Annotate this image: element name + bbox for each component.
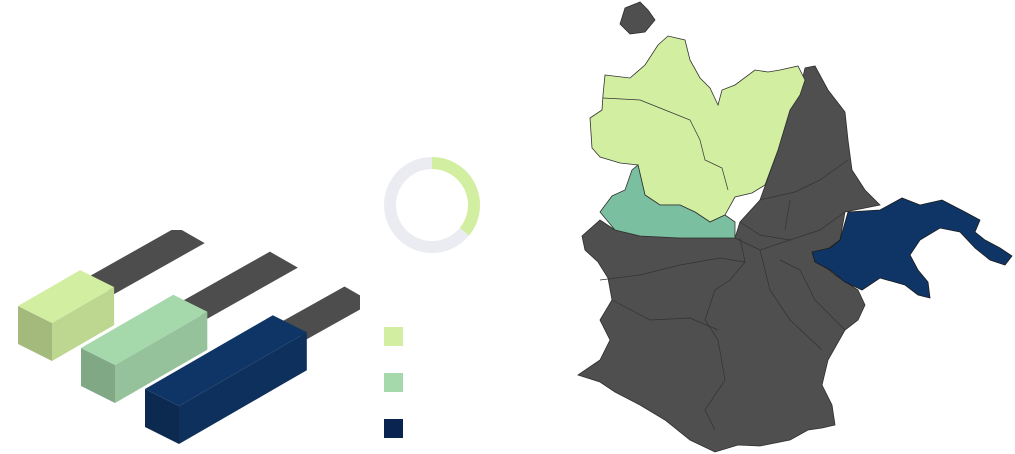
donut-slice-1: [431, 157, 480, 236]
isometric-bar-chart: [18, 230, 360, 444]
bar-side-3: [179, 332, 307, 444]
bar-end-2: [81, 348, 115, 403]
bar-top-1: [18, 270, 115, 323]
map-region-islet: [619, 1, 656, 35]
bar-end-3: [145, 389, 179, 444]
map-district-borders: [599, 97, 849, 431]
map-region-navy: [811, 197, 1013, 299]
choropleth-map: [577, 1, 1013, 453]
legend-swatch-3: [384, 419, 403, 438]
bar-top-3: [145, 315, 307, 406]
legend-swatch-2: [384, 373, 403, 392]
donut-chart: [384, 157, 480, 253]
legend-swatch-1: [384, 327, 403, 346]
bar-end-1: [18, 306, 52, 361]
bar-shadow-2: [179, 251, 298, 319]
bar-shadow-3: [278, 286, 360, 340]
bar-side-1: [52, 287, 115, 361]
map-region-light-green: [589, 35, 806, 223]
map-region-teal: [599, 164, 736, 239]
donut-slice-2: [384, 157, 469, 253]
bar-shadow-1: [86, 230, 205, 295]
bar-top-2: [81, 294, 208, 365]
bar-side-2: [115, 311, 208, 403]
